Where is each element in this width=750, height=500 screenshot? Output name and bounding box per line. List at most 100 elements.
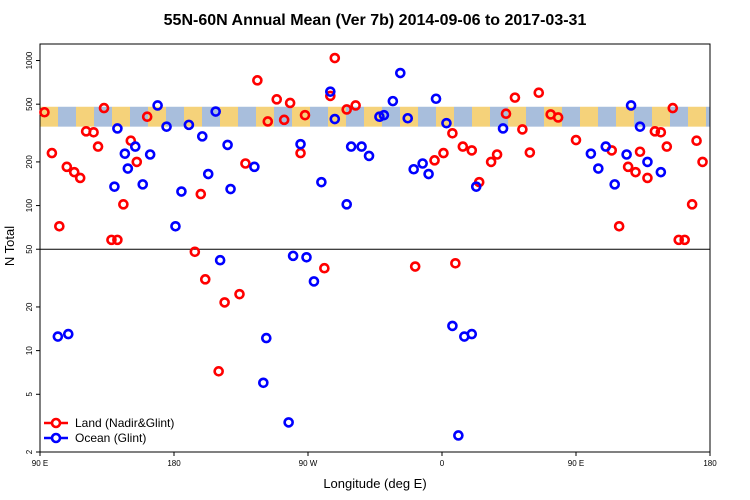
band-segment: [454, 106, 460, 127]
ocean-point: [129, 141, 141, 152]
band-segment: [316, 106, 322, 127]
band-segment: [322, 106, 328, 127]
ocean-point: [356, 141, 367, 152]
band-segment: [514, 106, 520, 127]
ocean-point: [170, 220, 181, 232]
band-segment: [658, 106, 664, 127]
land-point: [485, 156, 497, 168]
land-point: [240, 158, 251, 169]
land-point: [350, 100, 361, 111]
y-axis-label: N Total: [2, 226, 17, 266]
land-point: [219, 297, 230, 308]
land-point: [189, 246, 201, 258]
ocean-point: [161, 121, 172, 132]
land-point: [46, 147, 58, 159]
y-tick-label: 1000: [25, 51, 34, 69]
ocean-point: [325, 86, 336, 97]
ocean-point: [417, 158, 428, 169]
ocean-point: [345, 141, 357, 152]
land-point: [199, 274, 211, 285]
band-segment: [538, 106, 544, 127]
data-points: [39, 52, 708, 441]
ocean-point: [466, 328, 478, 340]
band-segment: [106, 106, 112, 127]
x-tick-label: 180: [703, 459, 717, 468]
x-axis-label: Longitude (deg E): [323, 476, 426, 491]
band-segment: [586, 106, 592, 127]
band-segment: [670, 106, 676, 127]
band-segment: [646, 106, 652, 127]
y-tick-label: 50: [25, 244, 34, 253]
ocean-point: [316, 176, 327, 188]
land-point: [92, 141, 104, 152]
ocean-point: [387, 95, 399, 107]
ocean-point: [295, 138, 306, 150]
land-point: [634, 146, 646, 158]
band-segment: [208, 106, 214, 127]
band-segment: [268, 106, 274, 127]
band-segment: [634, 106, 640, 127]
land-point: [341, 104, 353, 115]
ocean-point: [183, 119, 195, 131]
land-point: [278, 114, 290, 126]
land-point: [691, 135, 702, 147]
band-segment: [100, 106, 106, 127]
band-segment: [598, 106, 604, 127]
chart-title: 55N-60N Annual Mean (Ver 7b) 2014-09-06 …: [164, 12, 587, 29]
y-tick-label: 200: [25, 155, 34, 169]
plot-frame: [39, 43, 711, 453]
band-segment: [118, 106, 124, 127]
band-segment: [610, 106, 616, 127]
land-point: [524, 147, 536, 158]
ocean-point: [585, 148, 597, 159]
ocean-point: [600, 141, 612, 152]
land-point: [649, 126, 661, 137]
ocean-point: [202, 168, 214, 180]
band-segment: [214, 106, 220, 127]
land-point: [552, 112, 564, 123]
ocean-point: [329, 113, 341, 125]
land-point: [429, 155, 440, 166]
ocean-point: [363, 150, 375, 162]
band-segment: [676, 106, 682, 127]
land-point: [213, 366, 224, 377]
band-segment: [340, 106, 346, 127]
ocean-point: [642, 156, 653, 168]
ocean-point: [222, 139, 233, 151]
band-segment: [154, 106, 160, 127]
land-point: [533, 87, 545, 99]
band-segment: [574, 106, 580, 127]
band-segment: [388, 106, 394, 127]
land-point: [319, 262, 330, 274]
ocean-point: [470, 181, 482, 192]
ocean-point: [402, 112, 414, 124]
x-tick-label: 90 E: [568, 459, 584, 468]
band-segment: [442, 106, 448, 127]
band-segment: [124, 106, 130, 127]
land-point: [329, 52, 341, 64]
band-segment: [652, 106, 658, 127]
band-segment: [220, 106, 226, 127]
land-point: [54, 220, 65, 232]
legend-ocean-label: Ocean (Glint): [75, 431, 146, 445]
band-segment: [520, 106, 526, 127]
band-segment: [412, 106, 418, 127]
band-segment: [304, 106, 310, 127]
band-segment: [580, 106, 586, 127]
land-point: [509, 92, 521, 103]
axis-ticks: 90 E 180 90 W 0 90 E 180 2 5 10 20 50 100 200 500 1000: [25, 51, 717, 468]
band-segment: [556, 106, 562, 127]
land-point: [118, 199, 129, 210]
legend: Land (Nadir&Glint)Ocean (Glint): [44, 416, 174, 445]
band-segment: [136, 106, 142, 127]
band-segment: [508, 106, 514, 127]
land-point: [112, 234, 123, 246]
land-point: [252, 75, 263, 86]
land-point: [234, 288, 245, 300]
band-segment: [166, 106, 172, 127]
ocean-point: [112, 123, 123, 134]
band-segment: [292, 106, 298, 127]
ocean-point: [196, 131, 208, 142]
band-segment: [460, 106, 466, 127]
band-segment: [94, 106, 100, 127]
